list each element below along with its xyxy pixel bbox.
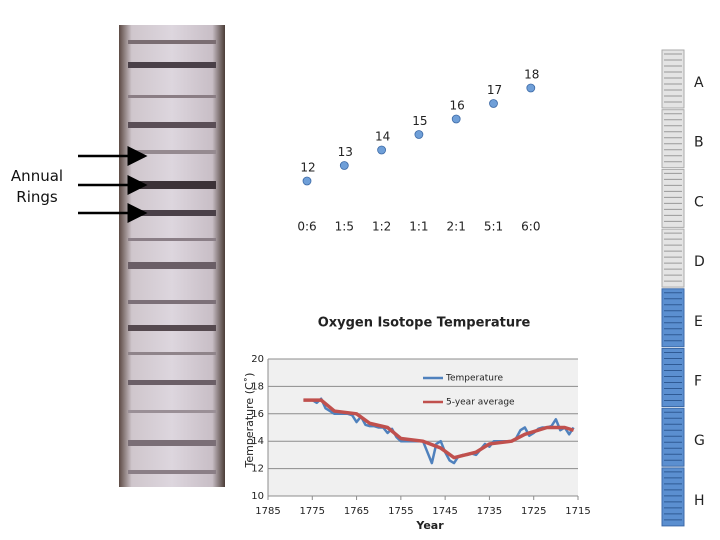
dot [451,114,461,124]
side-label: G [694,433,705,449]
plot-area [268,359,578,496]
x-tick-label: 1745 [432,506,457,517]
sample-tube [661,49,685,109]
side-label: H [694,493,705,509]
y-tick-label: 12 [251,464,264,475]
dot [526,83,536,93]
x-tick-label: 1:2 [372,220,391,234]
side-label: E [694,314,703,330]
core-layer [128,150,216,154]
series-line [303,398,575,460]
dot [377,145,387,155]
data-label: 16 [450,99,465,113]
sample-tube [661,109,685,169]
y-tick-label: 20 [251,354,264,365]
core-layer [128,380,216,385]
core-layer [128,300,216,304]
sample-tube [661,467,685,527]
x-tick-label: 1735 [477,506,502,517]
dot [489,99,498,108]
dot [339,161,349,170]
core-layer [128,262,216,269]
sample-tube [661,288,685,348]
x-tick-label: 1765 [344,506,369,517]
x-tick-label: 1715 [565,506,590,517]
x-tick-label: 6:0 [521,220,540,234]
x-tick-label: 1785 [255,506,280,517]
side-label: D [694,254,705,270]
sample-tube [661,228,685,288]
x-tick-label: 2:1 [447,220,466,234]
y-tick-label: 10 [251,491,264,502]
x-tick-label: 1755 [388,506,413,517]
x-axis-label: Year [415,519,444,532]
annotation: Annual Rings [10,167,64,206]
core-layer [128,181,216,189]
x-tick-label: 1:1 [409,220,428,234]
legend-label: Temperature [445,374,503,384]
x-tick-label: 5:1 [484,220,503,234]
sample-tube [661,348,685,407]
data-label: 15 [412,114,427,128]
side-label: A [694,75,704,91]
core-layer [128,62,216,68]
core-layer [128,410,216,413]
x-tick-label: 0:6 [297,220,316,234]
dot [414,130,424,139]
core-layer [128,122,216,128]
core-layers [128,40,216,474]
dot [302,176,312,186]
core-layer [128,470,216,474]
data-label: 12 [300,161,315,175]
core-layer [128,95,216,98]
core-layer [128,238,216,241]
data-label: 13 [338,145,353,159]
chart-title: Oxygen Isotope Temperature [318,316,531,331]
side-label: F [694,374,702,390]
y-tick-label: 16 [251,409,264,420]
y-axis-label: Temperature (C˚) [243,373,256,469]
data-label: 17 [487,83,502,97]
y-tick-label: 14 [251,436,264,447]
data-label: 18 [524,68,539,82]
sample-tube [661,407,685,467]
ice-core [119,25,225,487]
core-layer [128,440,216,446]
y-tick-label: 18 [251,381,264,392]
side-label: C [694,194,704,210]
core-layer [128,210,216,216]
x-tick-label: 1:5 [335,220,354,234]
sample-tube [661,168,685,228]
x-tick-label: 1725 [521,506,546,517]
legend-label: 5-year average [446,398,515,408]
core-layer [128,40,216,44]
core-layer [128,352,216,355]
side-label: B [694,135,704,151]
x-tick-label: 1775 [300,506,325,517]
data-label: 14 [375,130,390,144]
core-layer [128,325,216,331]
